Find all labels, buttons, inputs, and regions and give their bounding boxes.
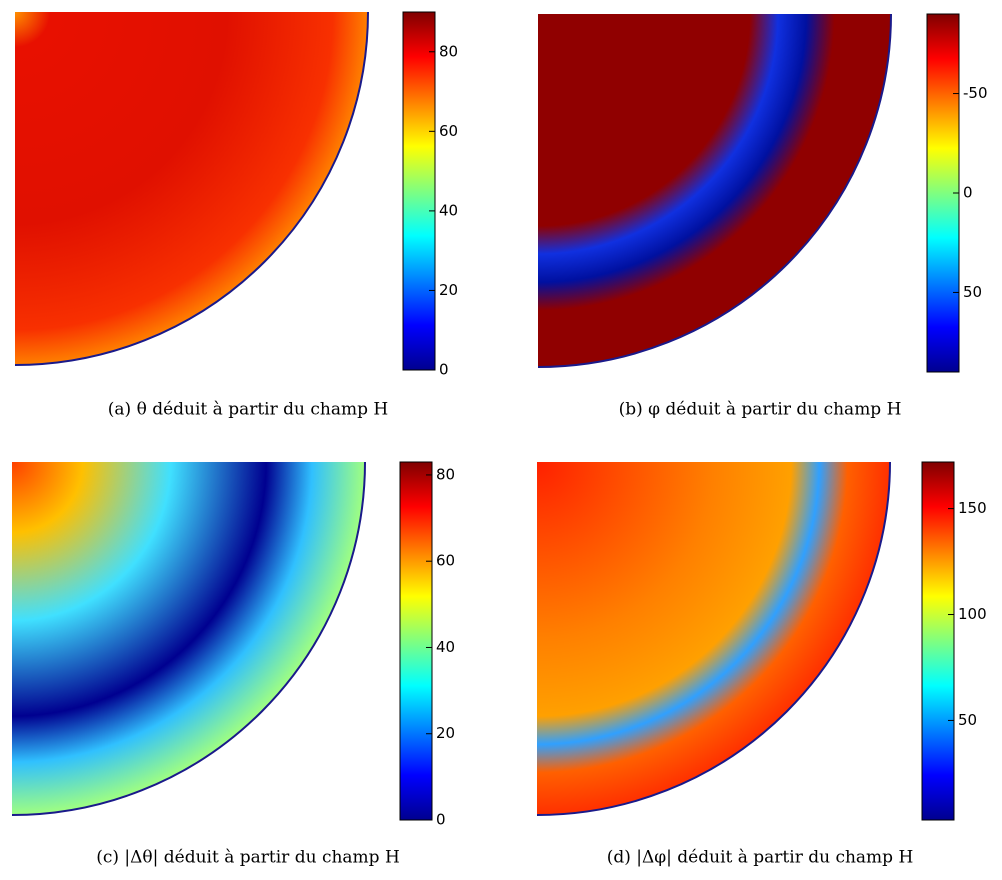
colorbar-tick-label: 0 [439,361,449,379]
colorbar-tick-label: 0 [963,184,973,202]
heatmap-field [12,462,365,815]
caption: (b) φ déduit à partir du champ H [619,400,902,420]
caption: (c) |Δθ| déduit à partir du champ H [96,848,400,868]
colorbar-tick-label: 60 [439,122,458,140]
colorbar [921,461,955,821]
heatmap-field [15,12,368,365]
heatmap-field [537,462,890,815]
colorbar-tick-label: 0 [436,811,446,829]
colorbar-tick-label: 100 [958,605,987,623]
colorbar-tick-label: 20 [439,281,458,299]
colorbar-tick-label: 50 [958,711,977,729]
colorbar-tick-label: -50 [963,84,988,102]
colorbar-tick-label: 20 [436,724,455,742]
disc-edge [11,461,366,816]
caption: (d) |Δφ| déduit à partir du champ H [607,848,914,868]
colorbar-tick-label: 150 [958,499,987,517]
colorbar-tick-label: 60 [436,552,455,570]
disc-edge [537,13,892,368]
colorbar-tick-label: 80 [439,42,458,60]
disc-edge [536,461,891,816]
colorbar [402,11,436,371]
disc-edge [14,11,369,366]
caption: (a) θ déduit à partir du champ H [108,400,388,420]
colorbar-tick-label: 40 [439,201,458,219]
colorbar [399,461,433,821]
colorbar-tick-label: 50 [963,283,982,301]
heatmap-field [538,14,891,367]
colorbar-tick-label: 80 [436,465,455,483]
colorbar-tick-label: 40 [436,638,455,656]
